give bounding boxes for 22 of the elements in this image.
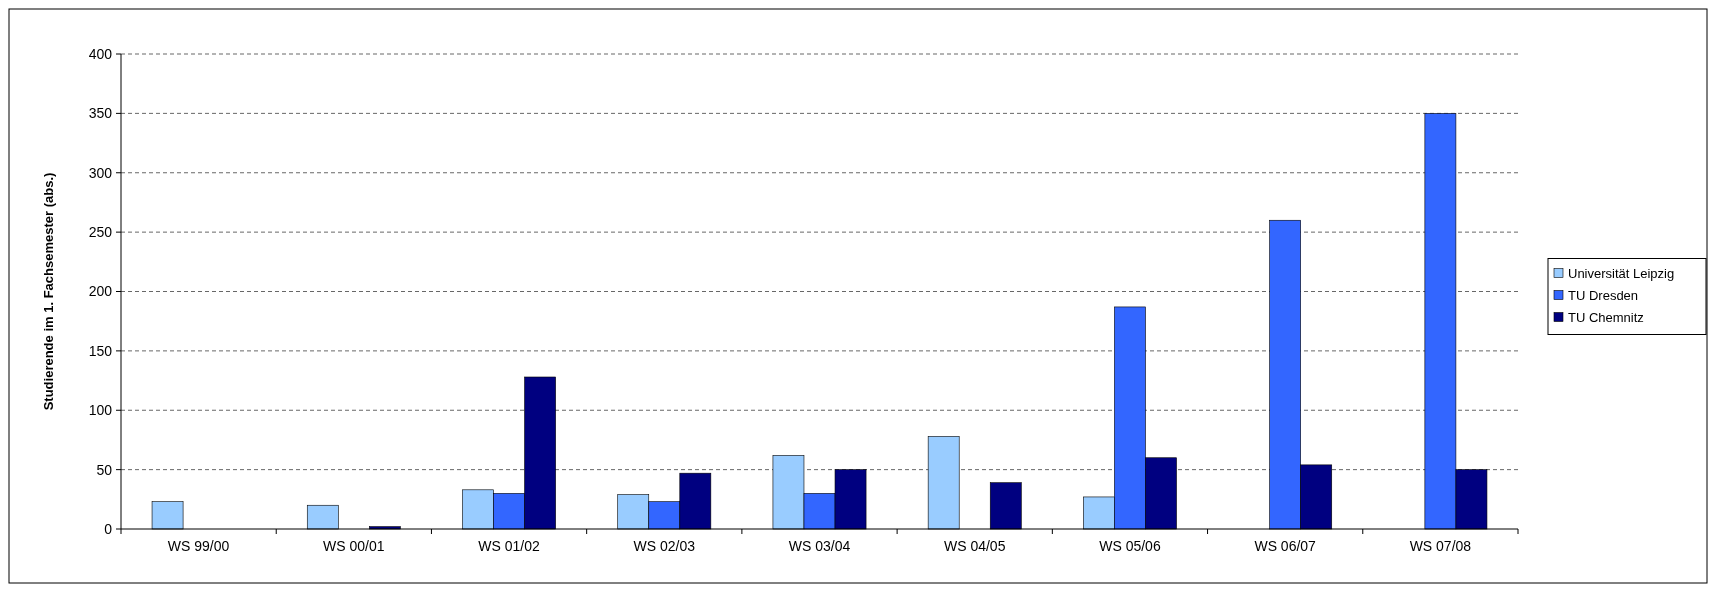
y-tick-label: 150 (88, 342, 113, 359)
x-tick-label: WS 01/02 (478, 538, 540, 554)
y-tick-label: 400 (88, 45, 113, 62)
x-tick-label: WS 05/06 (1099, 538, 1161, 554)
x-tick-label: WS 07/08 (1409, 538, 1472, 554)
x-tick-label: WS 02/03 (633, 538, 696, 554)
x-tick-label: WS 06/07 (1254, 538, 1317, 554)
y-tick-label: 0 (104, 520, 113, 537)
y-axis-title: Studierende im 1. Fachsemester (abs.) (41, 172, 56, 411)
legend-label: TU Dresden (1568, 287, 1639, 303)
x-tick-label: WS 04/05 (943, 538, 1006, 554)
y-tick-label: 250 (88, 224, 113, 241)
x-tick-label: WS 99/00 (167, 538, 230, 554)
x-tick-label: WS 00/01 (323, 538, 385, 554)
legend-label: TU Chemnitz (1568, 309, 1644, 325)
y-tick-label: 100 (88, 402, 113, 419)
y-tick-label: 350 (88, 105, 113, 122)
x-tick-label: WS 03/04 (788, 538, 851, 554)
y-tick-label: 50 (96, 461, 113, 478)
legend-label: Universität Leipzig (1568, 265, 1675, 281)
y-tick-label: 300 (88, 164, 113, 181)
y-tick-label: 200 (88, 283, 113, 300)
